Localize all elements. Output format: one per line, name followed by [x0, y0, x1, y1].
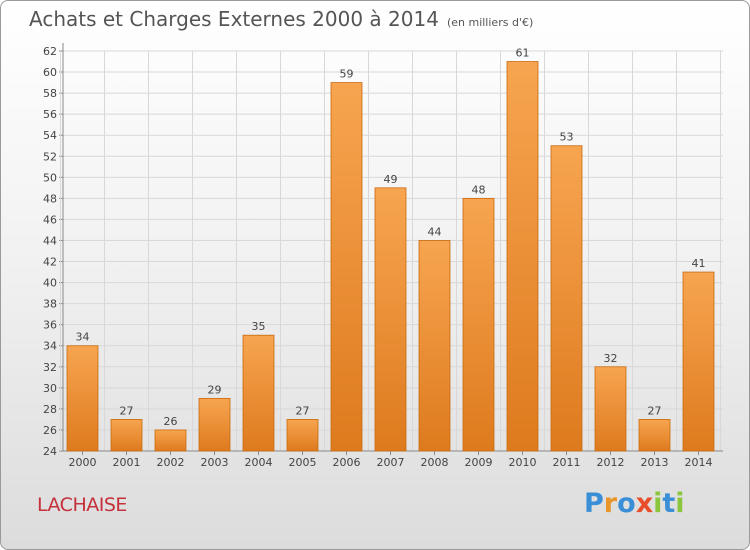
x-tick-label: 2006 — [333, 456, 361, 469]
x-tick-label: 2005 — [289, 456, 317, 469]
x-tick-label: 2004 — [245, 456, 273, 469]
logo-letter: i — [653, 488, 663, 519]
bar — [374, 187, 407, 452]
x-tick-label: 2002 — [157, 456, 185, 469]
x-tick-label: 2003 — [201, 456, 229, 469]
bar — [594, 366, 627, 452]
bar — [198, 397, 231, 452]
x-tick-label: 2012 — [597, 456, 625, 469]
bar-value-label: 34 — [76, 331, 90, 344]
bar — [286, 419, 319, 452]
y-tick-label: 34 — [43, 340, 57, 353]
bar-value-label: 48 — [472, 183, 486, 196]
y-tick-label: 60 — [43, 66, 57, 79]
logo-letter: i — [675, 488, 685, 519]
y-tick-label: 54 — [43, 129, 57, 142]
y-tick-label: 52 — [43, 150, 57, 163]
bar — [110, 419, 143, 452]
bar — [550, 145, 583, 452]
y-tick-label: 30 — [43, 382, 57, 395]
y-tick-label: 36 — [43, 319, 57, 332]
y-tick-label: 48 — [43, 192, 57, 205]
bar — [638, 419, 671, 452]
y-tick-label: 46 — [43, 213, 57, 226]
bar — [682, 271, 715, 452]
y-tick-label: 24 — [43, 445, 57, 458]
chart-title-text: Achats et Charges Externes 2000 à 2014 — [29, 7, 439, 31]
bar — [154, 429, 187, 452]
bar-value-label: 26 — [164, 415, 178, 428]
bar-value-label: 27 — [648, 404, 662, 417]
logo-letter: x — [635, 488, 654, 519]
commune-name: LACHAISE — [37, 494, 127, 516]
bar-value-label: 35 — [252, 320, 266, 333]
bar — [242, 334, 275, 452]
x-tick-label: 2010 — [509, 456, 537, 469]
y-tick-label: 56 — [43, 108, 57, 121]
y-tick-label: 50 — [43, 171, 57, 184]
bar-value-label: 27 — [120, 404, 134, 417]
y-tick-label: 32 — [43, 361, 57, 374]
bar — [462, 197, 495, 452]
bar — [506, 61, 539, 452]
logo-letter: r — [603, 488, 618, 519]
x-tick-label: 2009 — [465, 456, 493, 469]
y-tick-label: 58 — [43, 87, 57, 100]
x-tick-label: 2008 — [421, 456, 449, 469]
logo-letter: P — [584, 488, 604, 519]
logo-letter: o — [617, 488, 636, 519]
y-tick-label: 44 — [43, 234, 57, 247]
bar-value-label: 44 — [428, 225, 442, 238]
x-tick-label: 2011 — [553, 456, 581, 469]
chart-title: Achats et Charges Externes 2000 à 2014 (e… — [29, 7, 533, 31]
x-tick-label: 2014 — [685, 456, 713, 469]
bar-value-label: 53 — [560, 131, 574, 144]
proxiti-logo: Proxiti — [584, 488, 685, 519]
bar — [418, 240, 451, 452]
bar — [330, 82, 363, 452]
y-tick-label: 28 — [43, 403, 57, 416]
y-tick-label: 42 — [43, 256, 57, 269]
y-tick-label: 40 — [43, 277, 57, 290]
bar-value-label: 41 — [692, 257, 706, 270]
bar-value-label: 59 — [340, 68, 354, 81]
bar — [66, 345, 99, 452]
x-tick-label: 2000 — [69, 456, 97, 469]
y-tick-label: 62 — [43, 45, 57, 58]
bar-value-label: 61 — [516, 47, 530, 60]
bar-value-label: 27 — [296, 404, 310, 417]
x-tick-label: 2013 — [641, 456, 669, 469]
bar-value-label: 29 — [208, 383, 222, 396]
y-tick-label: 26 — [43, 424, 57, 437]
y-tick-label: 38 — [43, 298, 57, 311]
bar-value-label: 49 — [384, 173, 398, 186]
chart-subtitle: (en milliers d'€) — [446, 16, 534, 29]
x-tick-label: 2001 — [113, 456, 141, 469]
x-tick-label: 2007 — [377, 456, 405, 469]
bar-value-label: 32 — [604, 352, 618, 365]
logo-letter: t — [662, 488, 676, 519]
